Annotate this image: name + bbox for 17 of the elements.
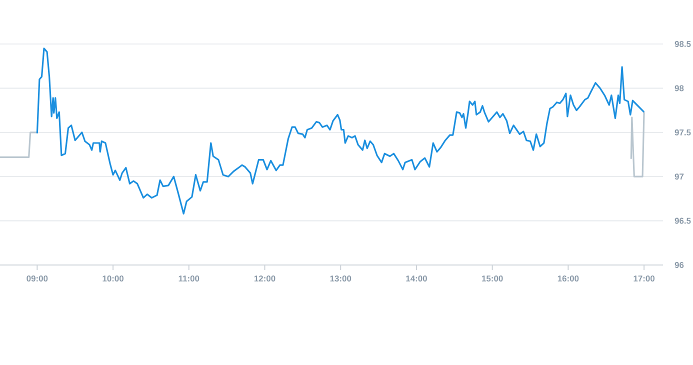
x-tick-label: 15:00: [482, 276, 503, 282]
x-tick-label: 11:00: [178, 276, 200, 282]
x-tick-label: 14:00: [406, 276, 427, 282]
line-series: [630, 111, 645, 178]
x-tick-label: 13:00: [330, 276, 352, 282]
x-tick-label: 12:00: [254, 276, 276, 282]
x-tick-label: 10:00: [102, 276, 124, 282]
y-tick-label: 96.5: [674, 218, 691, 224]
x-tick-label: 17:00: [634, 276, 655, 282]
y-tick-label: 97: [674, 174, 684, 180]
y-tick-label: 97.5: [674, 129, 691, 136]
line-series: [36, 48, 645, 215]
y-tick-label: 98: [674, 85, 684, 92]
x-tick-label: 16:00: [558, 276, 579, 282]
x-tick-label: 09:00: [26, 276, 48, 282]
y-tick-label: 98.5: [674, 41, 691, 47]
y-tick-label: 96: [674, 262, 684, 268]
